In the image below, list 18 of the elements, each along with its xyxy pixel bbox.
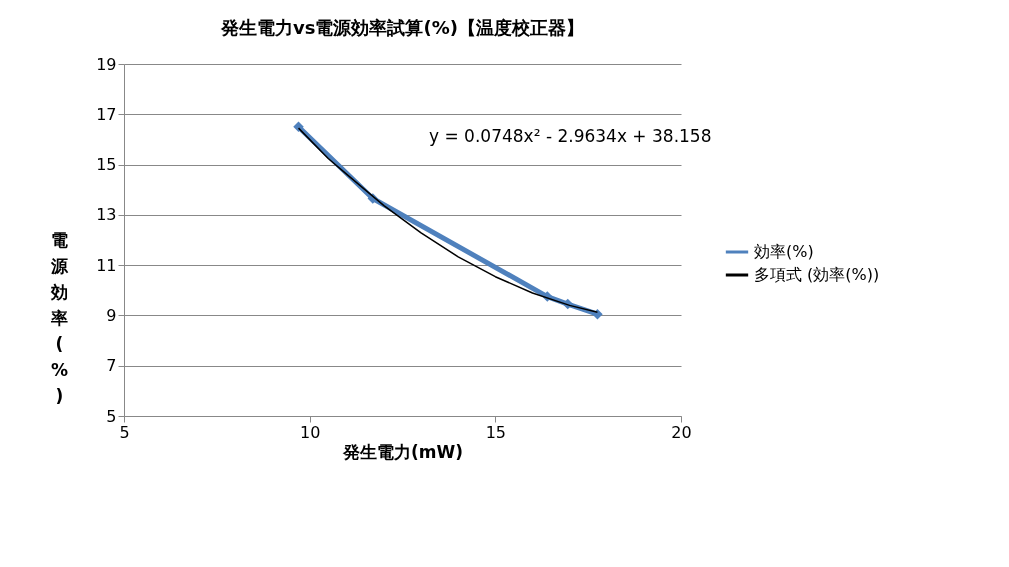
- annotation: y = 0.0748x² - 2.9634x + 38.158: [429, 126, 712, 146]
- y-axis-title: 電源効率(%): [50, 229, 69, 406]
- y-tick-label: 19: [96, 54, 117, 74]
- y-tick-label: 9: [106, 305, 117, 325]
- y-tick-label: 13: [96, 205, 117, 225]
- x-tick-label: 20: [671, 422, 692, 442]
- x-axis-title: 発生電力(mW): [341, 441, 464, 462]
- chart-title: 発生電力vs電源効率試算(%)【温度校正器】: [220, 17, 584, 38]
- legend-label: 多項式 (効率(%)): [754, 265, 880, 284]
- y-tick-label: 11: [96, 255, 117, 275]
- y-tick-label: 5: [106, 406, 117, 426]
- y-tick-label: 17: [96, 104, 117, 124]
- x-tick-label: 10: [299, 422, 321, 442]
- x-tick-label: 15: [485, 422, 507, 442]
- x-tick-label: 5: [119, 422, 130, 442]
- y-tick-label: 15: [96, 155, 117, 175]
- y-tick-label: 7: [106, 356, 117, 376]
- legend-label: 効率(%): [754, 242, 814, 261]
